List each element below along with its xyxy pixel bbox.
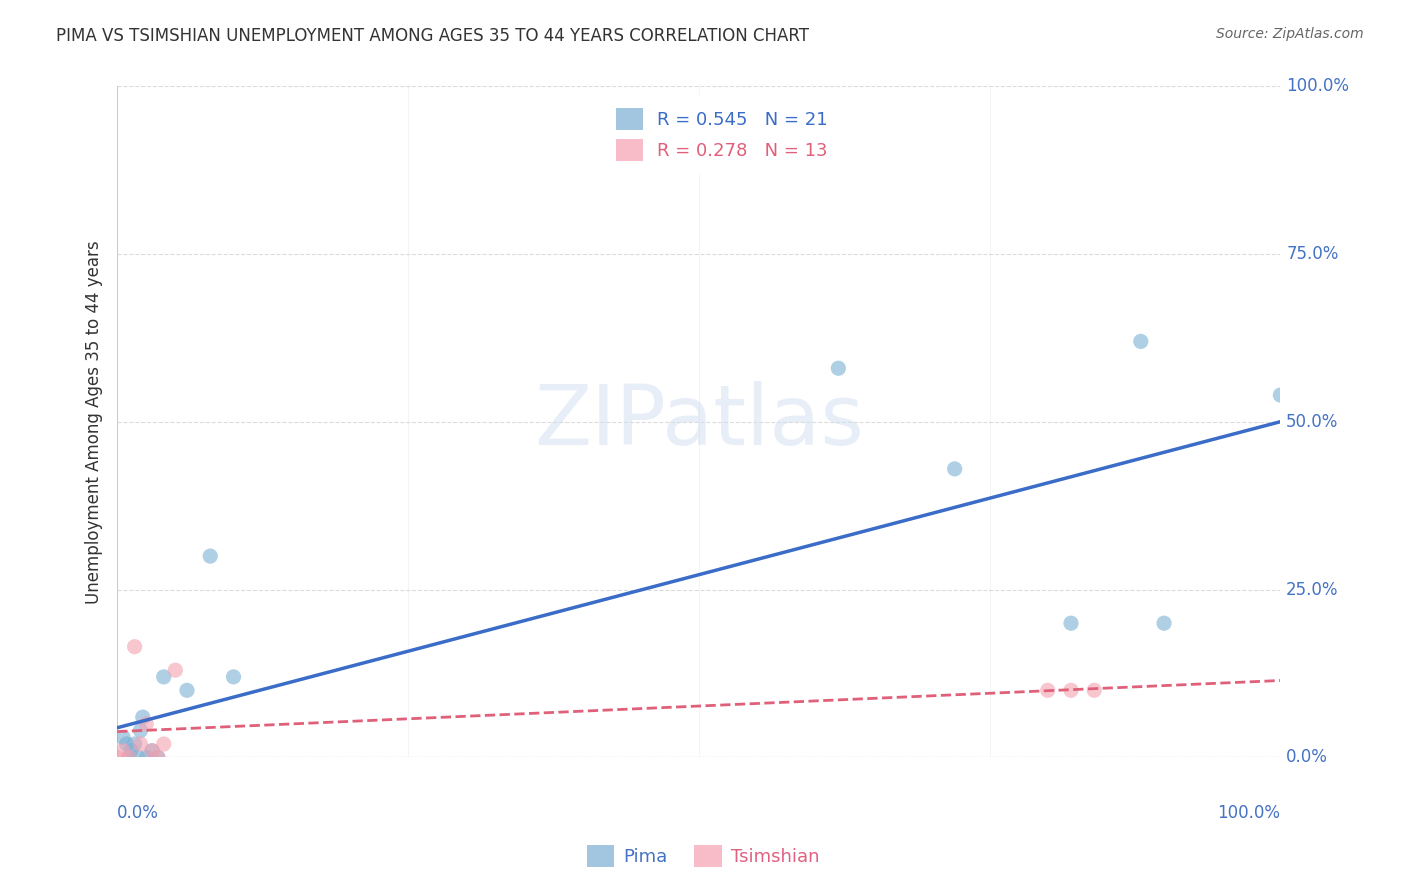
- Legend: R = 0.545   N = 21, R = 0.278   N = 13: R = 0.545 N = 21, R = 0.278 N = 13: [603, 95, 841, 174]
- Point: [943, 462, 966, 476]
- Point: [222, 670, 245, 684]
- Point: [152, 670, 174, 684]
- Point: [115, 737, 138, 751]
- Point: [129, 723, 152, 738]
- Point: [111, 744, 134, 758]
- Text: ZIPatlas: ZIPatlas: [534, 382, 863, 462]
- Point: [146, 750, 169, 764]
- Text: 0.0%: 0.0%: [1286, 748, 1329, 766]
- Point: [124, 640, 146, 654]
- Point: [124, 737, 146, 751]
- Point: [141, 744, 163, 758]
- Point: [165, 663, 187, 677]
- Text: 0.0%: 0.0%: [117, 805, 159, 822]
- Point: [135, 750, 157, 764]
- Point: [200, 549, 222, 563]
- Point: [1153, 616, 1175, 631]
- Point: [1270, 388, 1292, 402]
- Point: [118, 750, 141, 764]
- Point: [105, 750, 128, 764]
- Y-axis label: Unemployment Among Ages 35 to 44 years: Unemployment Among Ages 35 to 44 years: [86, 240, 103, 604]
- Point: [135, 716, 157, 731]
- Legend: Pima, Tsimshian: Pima, Tsimshian: [579, 838, 827, 874]
- Point: [1083, 683, 1105, 698]
- Point: [176, 683, 198, 698]
- Point: [1060, 616, 1083, 631]
- Point: [129, 737, 152, 751]
- Point: [1060, 683, 1083, 698]
- Point: [1129, 334, 1152, 349]
- Point: [146, 750, 169, 764]
- Point: [141, 744, 163, 758]
- Point: [118, 750, 141, 764]
- Text: 25.0%: 25.0%: [1286, 581, 1339, 599]
- Text: PIMA VS TSIMSHIAN UNEMPLOYMENT AMONG AGES 35 TO 44 YEARS CORRELATION CHART: PIMA VS TSIMSHIAN UNEMPLOYMENT AMONG AGE…: [56, 27, 810, 45]
- Text: Source: ZipAtlas.com: Source: ZipAtlas.com: [1216, 27, 1364, 41]
- Text: 100.0%: 100.0%: [1286, 78, 1350, 95]
- Text: 50.0%: 50.0%: [1286, 413, 1339, 431]
- Point: [111, 731, 134, 745]
- Point: [1036, 683, 1059, 698]
- Point: [827, 361, 849, 376]
- Point: [152, 737, 174, 751]
- Point: [127, 750, 149, 764]
- Text: 75.0%: 75.0%: [1286, 245, 1339, 263]
- Point: [132, 710, 155, 724]
- Point: [120, 744, 142, 758]
- Text: 100.0%: 100.0%: [1218, 805, 1281, 822]
